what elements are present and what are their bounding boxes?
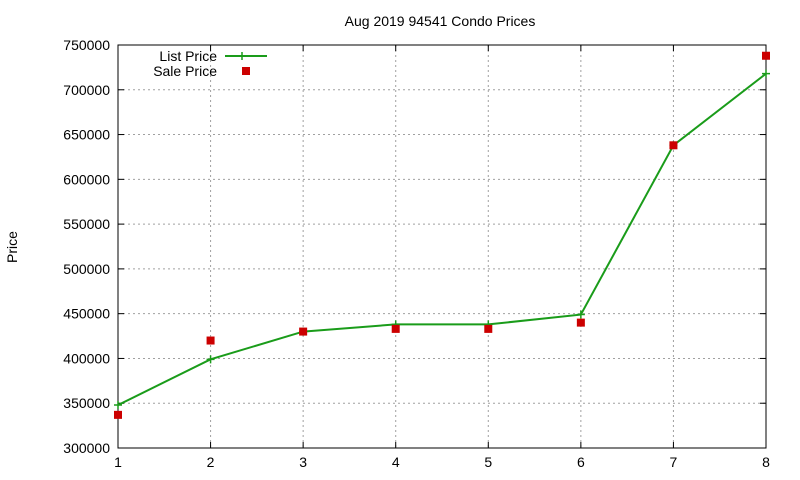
y-axis-label: Price [4,231,20,263]
y-tick-label: 300000 [63,440,110,456]
y-tick-label: 400000 [63,350,110,366]
data-point-list-price [206,355,215,364]
legend: List Price Sale Price [153,48,267,79]
x-tick-label: 7 [670,454,678,470]
legend-label-sale-price: Sale Price [153,63,217,79]
y-tick-label: 350000 [63,395,110,411]
data-point-list-price [576,310,585,319]
data-point-sale-price [114,410,122,419]
data-point-sale-price [391,324,400,333]
x-tick-label: 4 [392,454,400,470]
x-tick-label: 5 [484,454,492,470]
data-point-sale-price [669,141,678,150]
x-tick-label: 3 [299,454,307,470]
data-point-sale-price [299,327,308,336]
data-point-sale-price [762,51,770,60]
y-tick-label: 550000 [63,216,110,232]
y-tick-label: 500000 [63,261,110,277]
x-tick-label: 1 [114,454,122,470]
x-axis-ticks: 1 2 3 4 5 6 7 8 [114,45,770,470]
x-tick-label: 6 [577,454,585,470]
y-tick-label: 650000 [63,127,110,143]
y-tick-label: 450000 [63,306,110,322]
x-tick-label: 8 [762,454,770,470]
y-tick-label: 750000 [63,37,110,53]
legend-label-list-price: List Price [159,48,217,64]
y-axis-ticks: 300000 350000 400000 450000 500000 550000 6000… [63,37,766,456]
data-point-sale-price [576,318,585,327]
data-point-list-price [762,69,770,78]
series-area [114,51,770,419]
legend-swatch-list-price-marker [238,52,246,60]
series-line-list-price [117,72,767,406]
chart-title: Aug 2019 94541 Condo Prices [345,13,536,29]
y-tick-label: 700000 [63,82,110,98]
x-tick-label: 2 [207,454,215,470]
y-tick-label: 600000 [63,171,110,187]
plot-border [117,44,767,449]
legend-swatch-sale-price-marker [242,67,250,75]
data-point-sale-price [484,324,493,333]
data-point-list-price [114,401,122,410]
grid [118,45,766,448]
data-point-sale-price [206,336,215,345]
